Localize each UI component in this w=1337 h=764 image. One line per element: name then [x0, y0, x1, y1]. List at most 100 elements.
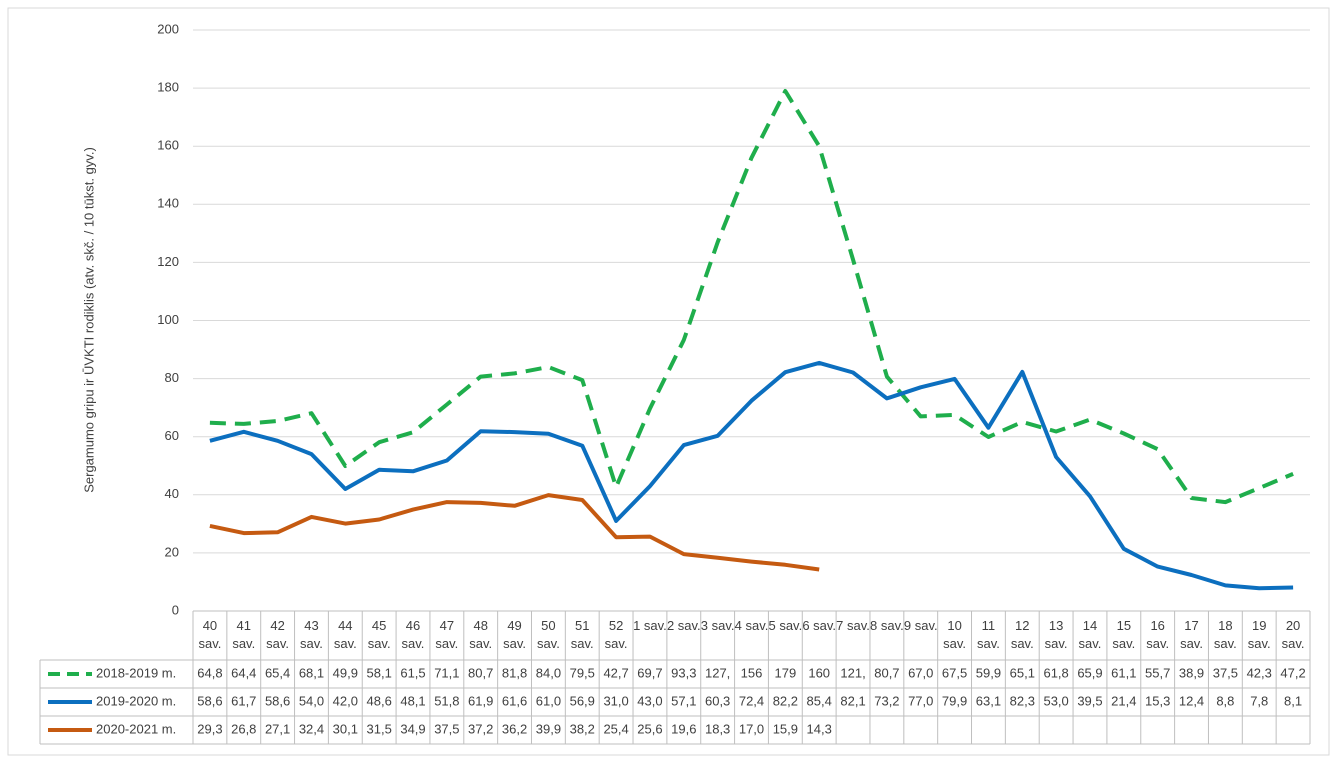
data-label: 93,3 [671, 665, 696, 680]
data-label: 58,6 [265, 693, 290, 708]
x-tick-label: 13 sav. [1044, 618, 1068, 651]
x-tick-label: 4 sav. [734, 618, 769, 633]
data-label: 48,6 [367, 693, 392, 708]
x-tick-label: 9 sav. [903, 618, 938, 633]
data-label: 8,8 [1216, 693, 1234, 708]
data-label: 79,5 [570, 665, 595, 680]
data-label: 156 [741, 665, 763, 680]
data-label: 21,4 [1111, 693, 1136, 708]
data-label: 67,5 [942, 665, 967, 680]
data-label: 127, [705, 665, 730, 680]
y-tick-label: 60 [165, 428, 179, 443]
data-label: 51,8 [434, 693, 459, 708]
data-label: 12,4 [1179, 693, 1204, 708]
y-tick-label: 180 [157, 80, 179, 95]
x-tick-label: 3 sav. [700, 618, 735, 633]
x-tick-label: 41 sav. [232, 618, 256, 651]
data-label: 37,2 [468, 721, 493, 736]
x-tick-label: 11 sav. [976, 618, 1000, 651]
data-label: 31,0 [603, 693, 628, 708]
x-tick-label: 19 sav. [1247, 618, 1271, 651]
data-label: 64,4 [231, 665, 256, 680]
data-label: 71,1 [434, 665, 459, 680]
data-label: 26,8 [231, 721, 256, 736]
legend-label: 2019-2020 m. [96, 693, 176, 708]
series-line [209, 493, 820, 572]
x-tick-label: 5 sav. [768, 618, 803, 633]
data-label: 15,9 [773, 721, 798, 736]
data-label: 72,4 [739, 693, 764, 708]
data-label: 34,9 [400, 721, 425, 736]
data-label: 38,2 [570, 721, 595, 736]
y-tick-label: 20 [165, 544, 179, 559]
x-tick-label: 12 sav. [1010, 618, 1034, 651]
data-label: 68,1 [299, 665, 324, 680]
data-label: 77,0 [908, 693, 933, 708]
legend-label: 2018-2019 m. [96, 665, 176, 680]
series-line [209, 89, 1294, 505]
data-label: 29,3 [197, 721, 222, 736]
y-tick-label: 120 [157, 254, 179, 269]
x-tick-label: 48 sav. [469, 618, 493, 651]
data-label: 80,7 [468, 665, 493, 680]
data-label: 57,1 [671, 693, 696, 708]
data-label: 61,1 [1111, 665, 1136, 680]
data-label: 56,9 [570, 693, 595, 708]
y-tick-label: 140 [157, 196, 179, 211]
x-tick-label: 10 sav. [943, 618, 967, 651]
x-tick-label: 6 sav. [802, 618, 837, 633]
x-tick-label: 46 sav. [401, 618, 425, 651]
x-tick-label: 2 sav. [666, 618, 701, 633]
y-tick-label: 100 [157, 312, 179, 327]
data-label: 61,5 [400, 665, 425, 680]
data-label: 65,1 [1010, 665, 1035, 680]
data-label: 17,0 [739, 721, 764, 736]
data-label: 18,3 [705, 721, 730, 736]
data-label: 49,9 [333, 665, 358, 680]
data-label: 81,8 [502, 665, 527, 680]
y-tick-label: 40 [165, 486, 179, 501]
data-label: 61,7 [231, 693, 256, 708]
x-tick-label: 7 sav. [836, 618, 870, 633]
data-label: 69,7 [637, 665, 662, 680]
data-label: 30,1 [333, 721, 358, 736]
x-tick-label: 47 sav. [435, 618, 459, 651]
data-label: 73,2 [874, 693, 899, 708]
data-label: 7,8 [1250, 693, 1268, 708]
data-label: 14,3 [807, 721, 832, 736]
data-label: 55,7 [1145, 665, 1170, 680]
data-label: 43,0 [637, 693, 662, 708]
data-label: 47,2 [1280, 665, 1305, 680]
x-tick-label: 18 sav. [1213, 618, 1237, 651]
data-label: 58,6 [197, 693, 222, 708]
data-label: 64,8 [197, 665, 222, 680]
data-label: 82,3 [1010, 693, 1035, 708]
data-label: 48,1 [400, 693, 425, 708]
data-label: 39,5 [1077, 693, 1102, 708]
x-tick-label: 1 sav. [633, 618, 667, 633]
data-label: 67,0 [908, 665, 933, 680]
x-tick-label: 40 sav. [198, 618, 222, 651]
y-tick-label: 0 [172, 602, 179, 617]
data-label: 85,4 [807, 693, 832, 708]
y-tick-label: 200 [157, 21, 179, 36]
y-tick-label: 80 [165, 370, 179, 385]
data-label: 31,5 [367, 721, 392, 736]
data-label: 19,6 [671, 721, 696, 736]
data-label: 58,1 [367, 665, 392, 680]
y-axis-label: Sergamumo gripu ir ŪVKTI rodiklis (atv. … [81, 147, 96, 493]
data-label: 82,1 [840, 693, 865, 708]
x-tick-label: 43 sav. [300, 618, 323, 651]
data-label: 53,0 [1043, 693, 1068, 708]
legend-label: 2020-2021 m. [96, 721, 176, 736]
x-tick-label: 15 sav. [1112, 618, 1136, 651]
data-label: 37,5 [434, 721, 459, 736]
data-label: 160 [808, 665, 830, 680]
data-label: 25,4 [603, 721, 628, 736]
data-label: 54,0 [299, 693, 324, 708]
x-tick-label: 8 sav. [870, 618, 904, 633]
data-label: 61,8 [1043, 665, 1068, 680]
data-label: 8,1 [1284, 693, 1302, 708]
